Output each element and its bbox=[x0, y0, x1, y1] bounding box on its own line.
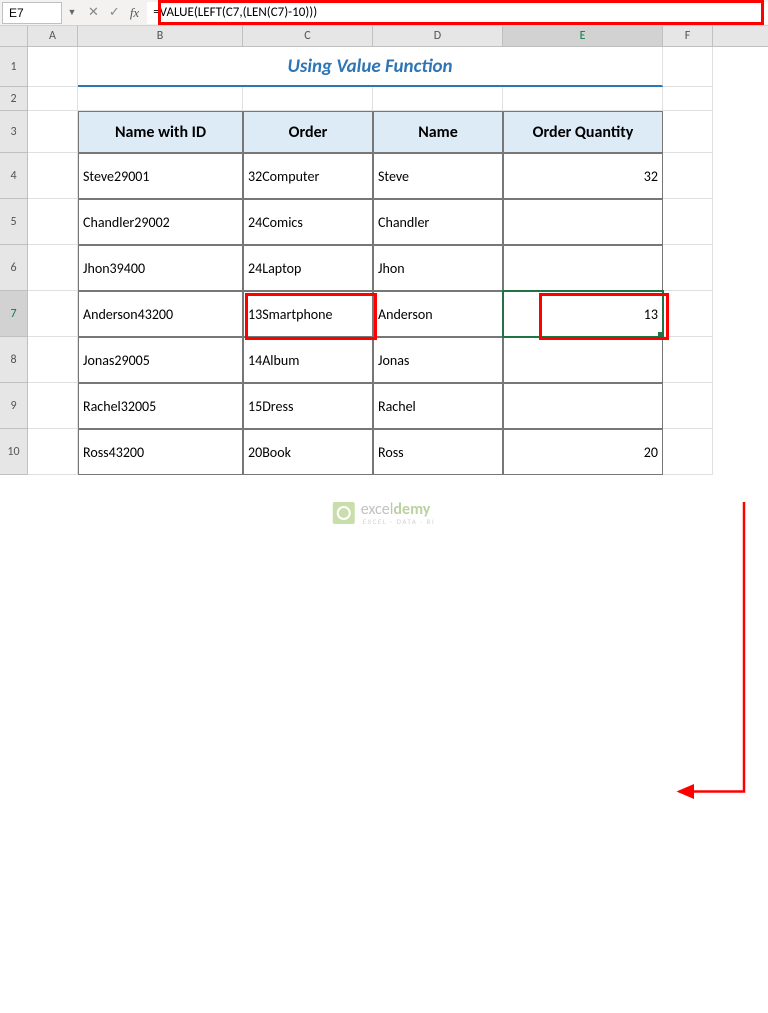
row-header-2[interactable]: 2 bbox=[0, 87, 28, 111]
cell-D9[interactable]: Rachel bbox=[373, 383, 503, 429]
fx-icon[interactable]: fx bbox=[130, 5, 139, 21]
formula-bar-buttons: ✕ ✓ fx bbox=[80, 5, 147, 21]
cell-A2[interactable] bbox=[28, 87, 78, 111]
row-header-9[interactable]: 9 bbox=[0, 383, 28, 429]
cell-D2[interactable] bbox=[373, 87, 503, 111]
name-box[interactable] bbox=[2, 2, 62, 24]
row-header-5[interactable]: 5 bbox=[0, 199, 28, 245]
formula-bar: ▼ ✕ ✓ fx bbox=[0, 0, 768, 26]
cell-E4[interactable]: 32 bbox=[503, 153, 663, 199]
cell-B4[interactable]: Steve29001 bbox=[78, 153, 243, 199]
col-header-D[interactable]: D bbox=[373, 26, 503, 46]
spreadsheet-grid: ABCDEF 12345678910 Using Value Function N… bbox=[0, 26, 768, 475]
row-header-8[interactable]: 8 bbox=[0, 337, 28, 383]
cell-F1[interactable] bbox=[663, 47, 713, 87]
cell-A10[interactable] bbox=[28, 429, 78, 475]
cell-B7[interactable]: Anderson43200 bbox=[78, 291, 243, 337]
cell-F7[interactable] bbox=[663, 291, 713, 337]
watermark-icon bbox=[333, 502, 355, 524]
watermark: exceldemy EXCEL · DATA · BI bbox=[333, 500, 436, 526]
row-headers: 12345678910 bbox=[0, 47, 28, 475]
cell-C3[interactable]: Order bbox=[243, 111, 373, 153]
cell-D6[interactable]: Jhon bbox=[373, 245, 503, 291]
cell-F2[interactable] bbox=[663, 87, 713, 111]
cell-A4[interactable] bbox=[28, 153, 78, 199]
cell-B2[interactable] bbox=[78, 87, 243, 111]
name-box-dropdown-icon[interactable]: ▼ bbox=[64, 7, 80, 18]
cell-B5[interactable]: Chandler29002 bbox=[78, 199, 243, 245]
cell-E3[interactable]: Order Quantity bbox=[503, 111, 663, 153]
col-header-F[interactable]: F bbox=[663, 26, 713, 46]
cell-F6[interactable] bbox=[663, 245, 713, 291]
cell-F5[interactable] bbox=[663, 199, 713, 245]
column-headers: ABCDEF bbox=[0, 26, 768, 47]
cell-A8[interactable] bbox=[28, 337, 78, 383]
cell-A1[interactable] bbox=[28, 47, 78, 87]
enter-icon[interactable]: ✓ bbox=[109, 5, 120, 20]
cell-D4[interactable]: Steve bbox=[373, 153, 503, 199]
cell-D8[interactable]: Jonas bbox=[373, 337, 503, 383]
cell-A9[interactable] bbox=[28, 383, 78, 429]
col-header-A[interactable]: A bbox=[28, 26, 78, 46]
cell-C2[interactable] bbox=[243, 87, 373, 111]
annotation-arrow bbox=[0, 475, 768, 1013]
cell-E7[interactable]: 13 bbox=[503, 291, 663, 337]
cell-B6[interactable]: Jhon39400 bbox=[78, 245, 243, 291]
cell-C10[interactable]: 20Book bbox=[243, 429, 373, 475]
cell-E10[interactable]: 20 bbox=[503, 429, 663, 475]
col-header-C[interactable]: C bbox=[243, 26, 373, 46]
cell-C4[interactable]: 32Computer bbox=[243, 153, 373, 199]
col-header-B[interactable]: B bbox=[78, 26, 243, 46]
cell-C9[interactable]: 15Dress bbox=[243, 383, 373, 429]
cell-A3[interactable] bbox=[28, 111, 78, 153]
cell-F8[interactable] bbox=[663, 337, 713, 383]
cell-F9[interactable] bbox=[663, 383, 713, 429]
row-header-4[interactable]: 4 bbox=[0, 153, 28, 199]
cell-E5[interactable] bbox=[503, 199, 663, 245]
cell-E9[interactable] bbox=[503, 383, 663, 429]
row-header-6[interactable]: 6 bbox=[0, 245, 28, 291]
cell-E6[interactable] bbox=[503, 245, 663, 291]
cancel-icon[interactable]: ✕ bbox=[88, 5, 99, 20]
watermark-subtext: EXCEL · DATA · BI bbox=[363, 517, 436, 526]
cell-E2[interactable] bbox=[503, 87, 663, 111]
formula-input[interactable] bbox=[147, 2, 768, 24]
cell-F10[interactable] bbox=[663, 429, 713, 475]
cell-A5[interactable] bbox=[28, 199, 78, 245]
title-cell[interactable]: Using Value Function bbox=[78, 47, 663, 87]
cell-D7[interactable]: Anderson bbox=[373, 291, 503, 337]
cell-B9[interactable]: Rachel32005 bbox=[78, 383, 243, 429]
cell-B10[interactable]: Ross43200 bbox=[78, 429, 243, 475]
cell-C5[interactable]: 24Comics bbox=[243, 199, 373, 245]
cell-D5[interactable]: Chandler bbox=[373, 199, 503, 245]
row-header-1[interactable]: 1 bbox=[0, 47, 28, 87]
select-all-corner[interactable] bbox=[0, 26, 28, 46]
cells-area[interactable]: Using Value Function Name with IDOrderNam… bbox=[28, 47, 768, 475]
cell-F4[interactable] bbox=[663, 153, 713, 199]
cell-C7[interactable]: 13Smartphone bbox=[243, 291, 373, 337]
row-header-10[interactable]: 10 bbox=[0, 429, 28, 475]
cell-C6[interactable]: 24Laptop bbox=[243, 245, 373, 291]
col-header-E[interactable]: E bbox=[503, 26, 663, 46]
cell-B8[interactable]: Jonas29005 bbox=[78, 337, 243, 383]
row-header-7[interactable]: 7 bbox=[0, 291, 28, 337]
cell-B3[interactable]: Name with ID bbox=[78, 111, 243, 153]
cell-D3[interactable]: Name bbox=[373, 111, 503, 153]
cell-D10[interactable]: Ross bbox=[373, 429, 503, 475]
cell-C8[interactable]: 14Album bbox=[243, 337, 373, 383]
row-header-3[interactable]: 3 bbox=[0, 111, 28, 153]
cell-E8[interactable] bbox=[503, 337, 663, 383]
cell-A6[interactable] bbox=[28, 245, 78, 291]
cell-A7[interactable] bbox=[28, 291, 78, 337]
cell-F3[interactable] bbox=[663, 111, 713, 153]
